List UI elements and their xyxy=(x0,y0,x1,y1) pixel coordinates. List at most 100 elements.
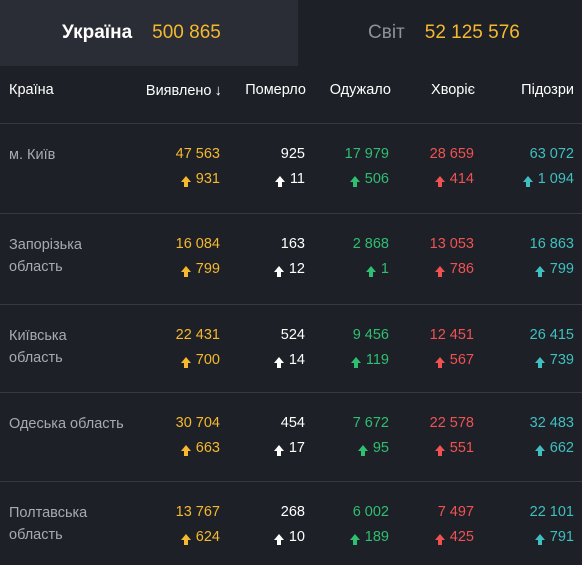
delta-value: 95 xyxy=(372,440,389,456)
arrow-up-icon xyxy=(273,445,284,456)
cell-recovered: 7 672 xyxy=(352,415,389,431)
arrow-up-icon xyxy=(534,534,545,545)
arrow-up-icon xyxy=(357,445,368,456)
table-row[interactable]: Київська область 22 431 700 524 14 9 456 119 12… xyxy=(0,305,582,393)
arrow-up-icon xyxy=(534,357,545,368)
delta-value: 700 xyxy=(195,352,220,368)
cell-recovered-delta: 1 xyxy=(365,261,389,277)
cell-died-delta: 17 xyxy=(273,440,305,456)
cell-sick: 7 497 xyxy=(437,504,474,520)
table-row[interactable]: Запорізька область 16 084 799 163 12 2 868 1 13… xyxy=(0,214,582,305)
header-sick[interactable]: Хворіє xyxy=(431,82,475,98)
arrow-up-icon xyxy=(180,445,191,456)
header-suspected[interactable]: Підозри xyxy=(521,82,574,98)
cell-suspected: 32 483 xyxy=(529,415,574,431)
delta-value: 1 xyxy=(380,261,389,277)
header-detected[interactable]: Виявлено ↓ xyxy=(146,82,222,99)
tab-ukraine-label: Україна xyxy=(62,22,133,43)
delta-value: 739 xyxy=(549,352,574,368)
delta-value: 786 xyxy=(449,261,474,277)
tab-ukraine[interactable]: Україна 500 865 xyxy=(0,0,298,66)
cell-detected: 22 431 xyxy=(175,327,220,343)
arrow-up-icon xyxy=(534,266,545,277)
delta-value: 14 xyxy=(288,352,305,368)
header-died[interactable]: Померло xyxy=(245,82,306,98)
header-detected-label: Виявлено xyxy=(145,83,212,99)
arrow-up-icon xyxy=(180,266,191,277)
cell-died: 454 xyxy=(280,415,305,431)
delta-value: 567 xyxy=(449,352,474,368)
table-row[interactable]: Полтавська область 13 767 624 268 10 6 002 189… xyxy=(0,482,582,565)
arrow-up-icon xyxy=(365,266,376,277)
cell-sick-delta: 567 xyxy=(434,352,474,368)
cell-detected-delta: 700 xyxy=(180,352,220,368)
cell-detected-delta: 663 xyxy=(180,440,220,456)
delta-value: 551 xyxy=(449,440,474,456)
cell-detected: 16 084 xyxy=(175,236,220,252)
region-name: Одеська область xyxy=(9,416,124,432)
delta-value: 506 xyxy=(364,171,389,187)
cell-recovered: 2 868 xyxy=(352,236,389,252)
tab-world[interactable]: Світ 52 125 576 xyxy=(298,0,582,66)
region-name: Полтавська область xyxy=(9,505,88,543)
delta-value: 414 xyxy=(449,171,474,187)
cell-suspected: 22 101 xyxy=(529,504,574,520)
tab-ukraine-total: 500 865 xyxy=(152,22,221,43)
cell-recovered-delta: 506 xyxy=(349,171,389,187)
cell-died: 268 xyxy=(280,504,305,520)
cell-died: 524 xyxy=(280,327,305,343)
cell-died-delta: 10 xyxy=(273,529,305,545)
cell-suspected: 16 863 xyxy=(529,236,574,252)
cell-detected-delta: 624 xyxy=(180,529,220,545)
region-name: Запорізька область xyxy=(9,237,82,275)
delta-value: 799 xyxy=(549,261,574,277)
arrow-up-icon xyxy=(180,176,191,187)
delta-value: 791 xyxy=(549,529,574,545)
delta-value: 662 xyxy=(549,440,574,456)
header-country[interactable]: Країна xyxy=(9,82,54,98)
cell-sick: 13 053 xyxy=(429,236,474,252)
delta-value: 663 xyxy=(195,440,220,456)
arrow-up-icon xyxy=(434,445,445,456)
delta-value: 17 xyxy=(288,440,305,456)
arrow-up-icon xyxy=(434,357,445,368)
delta-value: 189 xyxy=(364,529,389,545)
arrow-up-icon xyxy=(273,357,284,368)
delta-value: 119 xyxy=(365,352,389,368)
cell-detected: 13 767 xyxy=(175,504,220,520)
arrow-up-icon xyxy=(434,534,445,545)
delta-value: 11 xyxy=(289,171,305,187)
delta-value: 1 094 xyxy=(537,171,574,187)
delta-value: 624 xyxy=(195,529,220,545)
cell-died-delta: 12 xyxy=(273,261,305,277)
table-row[interactable]: Одеська область 30 704 663 454 17 7 672 95 22 5… xyxy=(0,393,582,482)
arrow-up-icon xyxy=(273,266,284,277)
cell-recovered: 6 002 xyxy=(352,504,389,520)
tab-world-label: Світ xyxy=(368,22,405,43)
cell-suspected-delta: 1 094 xyxy=(522,171,574,187)
arrow-up-icon xyxy=(434,176,445,187)
stats-table: Країна Виявлено ↓ Померло Одужало Хворіє … xyxy=(0,66,582,565)
cell-detected-delta: 799 xyxy=(180,261,220,277)
header-recovered[interactable]: Одужало xyxy=(329,82,391,98)
table-row[interactable]: м. Київ 47 563 931 925 11 17 979 506 28 659 414 6… xyxy=(0,124,582,214)
cell-recovered-delta: 119 xyxy=(350,352,389,368)
cell-recovered: 17 979 xyxy=(344,146,389,162)
cell-sick-delta: 414 xyxy=(434,171,474,187)
cell-detected: 47 563 xyxy=(175,146,220,162)
table-header: Країна Виявлено ↓ Померло Одужало Хворіє … xyxy=(0,66,582,124)
table-body: м. Київ 47 563 931 925 11 17 979 506 28 659 414 6… xyxy=(0,124,582,565)
cell-sick-delta: 425 xyxy=(434,529,474,545)
cell-sick: 22 578 xyxy=(429,415,474,431)
cell-suspected-delta: 799 xyxy=(534,261,574,277)
cell-suspected-delta: 662 xyxy=(534,440,574,456)
cell-died-delta: 11 xyxy=(274,171,305,187)
cell-died: 163 xyxy=(280,236,305,252)
delta-value: 12 xyxy=(288,261,305,277)
arrow-up-icon xyxy=(180,357,191,368)
cell-sick-delta: 551 xyxy=(434,440,474,456)
cell-sick: 12 451 xyxy=(429,327,474,343)
delta-value: 425 xyxy=(449,529,474,545)
cell-suspected: 63 072 xyxy=(529,146,574,162)
arrow-up-icon xyxy=(534,445,545,456)
